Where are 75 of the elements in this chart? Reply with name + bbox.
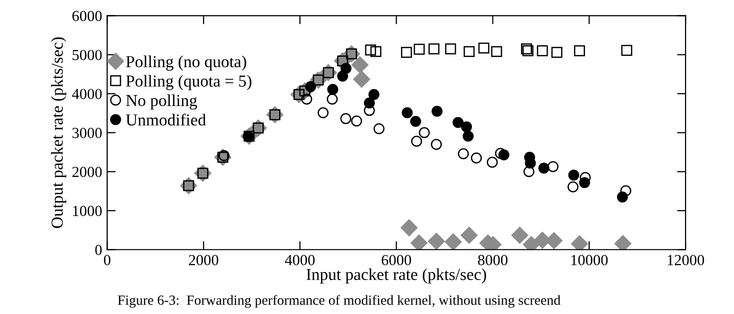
point: [340, 113, 352, 124]
point: [444, 233, 462, 250]
point: [400, 46, 412, 58]
point: [478, 42, 490, 54]
point: [579, 177, 590, 188]
point: [620, 185, 632, 196]
legend-label: Polling (no quota): [126, 56, 246, 71]
point: [368, 88, 380, 100]
x-tick-label: 8000: [478, 254, 508, 266]
point: [460, 226, 478, 244]
point: [551, 46, 562, 58]
y-axis-title: Output packet rate (pkts/sec): [51, 37, 66, 228]
y-tick-label: 6000: [72, 10, 102, 22]
point: [327, 84, 338, 95]
point: [370, 46, 382, 58]
point: [445, 43, 456, 54]
y-tick-label: 0: [95, 244, 102, 256]
y-tick-label: 1000: [73, 206, 102, 216]
point: [430, 138, 442, 150]
point: [568, 181, 578, 192]
y-tick-label: 4000: [72, 88, 102, 100]
point: [428, 232, 445, 250]
point: [301, 94, 312, 105]
point: [538, 162, 550, 174]
y-tick-label: 2000: [72, 166, 102, 178]
point: [621, 44, 632, 56]
x-tick-label: 12000: [668, 254, 704, 266]
x-tick-label: 6000: [382, 254, 412, 266]
point: [351, 56, 368, 74]
legend-label: Polling (quota = 5): [126, 74, 252, 90]
point: [571, 235, 588, 250]
point: [432, 106, 443, 117]
point: [411, 136, 422, 147]
point: [428, 43, 440, 54]
point: [410, 234, 428, 250]
point: [353, 70, 370, 88]
x-tick-label: 0: [104, 254, 110, 266]
y-tick-label: 5000: [72, 50, 102, 60]
point: [318, 107, 329, 118]
point: [470, 152, 482, 164]
x-axis-title: Input packet rate (pkts/sec): [306, 268, 486, 284]
point: [491, 46, 502, 58]
point: [374, 123, 384, 134]
point: [462, 130, 474, 142]
x-tick-label: 4000: [284, 254, 315, 266]
point: [400, 219, 418, 236]
point: [418, 127, 430, 138]
point: [364, 98, 375, 109]
point: [326, 94, 338, 105]
caption: Figure 6-3: Forwarding performance of modified kernel, without using screend: [118, 294, 560, 308]
point: [498, 149, 510, 160]
point: [616, 192, 628, 202]
x-tick-label: 2000: [188, 254, 218, 266]
point: [365, 44, 376, 56]
point: [351, 115, 362, 126]
point: [511, 226, 528, 244]
point: [486, 156, 498, 168]
point: [568, 170, 580, 181]
y-tick-label: 3000: [72, 128, 102, 138]
point: [340, 62, 352, 74]
legend-label: No polling: [126, 94, 198, 110]
legend-label: Unmodified: [126, 114, 206, 126]
point: [410, 116, 422, 127]
point: [458, 148, 469, 160]
x-tick-label: 10000: [571, 254, 608, 266]
point: [614, 235, 632, 250]
point: [548, 161, 558, 172]
point: [452, 117, 464, 128]
point: [574, 45, 586, 56]
point: [464, 46, 475, 58]
point: [523, 166, 534, 178]
point: [461, 121, 472, 132]
point: [414, 44, 425, 55]
point: [402, 107, 413, 118]
point: [536, 45, 548, 56]
